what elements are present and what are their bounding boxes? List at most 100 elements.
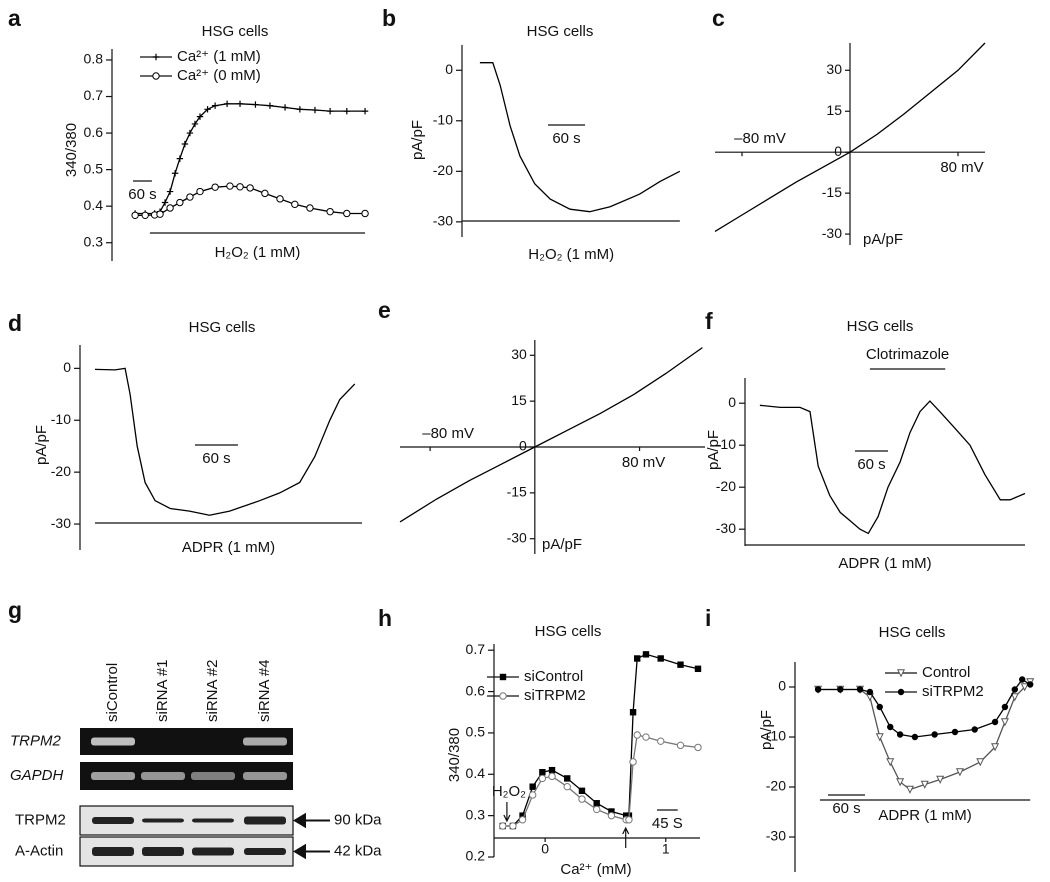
lane-label: siControl <box>104 663 121 722</box>
marker <box>876 703 883 711</box>
x-tick-label: 80 mV <box>940 159 983 176</box>
lane-label: siRNA #2 <box>204 659 221 722</box>
marker <box>171 170 179 177</box>
stimulus-label: ADPR (1 mM) <box>878 807 971 824</box>
panel-letter: g <box>8 597 22 623</box>
y-tick-label: 30 <box>826 61 842 77</box>
panel-letter: c <box>712 5 725 31</box>
marker <box>837 686 844 693</box>
gel-band <box>91 772 135 780</box>
y-tick-label: 15 <box>826 102 842 118</box>
marker <box>539 769 546 776</box>
marker <box>131 211 139 220</box>
y-tick-label: 0.7 <box>466 641 486 657</box>
marker <box>951 728 959 736</box>
y-axis-label: pA/pF <box>33 425 50 465</box>
chart-title: HSG cells <box>527 23 594 40</box>
panel-letter: i <box>705 605 711 631</box>
marker <box>361 209 369 218</box>
stimulus-label: ADPR (1 mM) <box>838 555 931 572</box>
y-axis-label: 340/380 <box>446 728 463 782</box>
blot-band <box>244 848 286 855</box>
y-tick-label: 0.6 <box>466 682 486 698</box>
marker <box>955 768 964 777</box>
condition-label: 1 <box>662 841 670 857</box>
blot-band <box>92 817 134 824</box>
marker <box>593 800 600 807</box>
marker <box>211 183 219 191</box>
y-tick-label: 0 <box>445 61 453 77</box>
marker <box>266 102 274 109</box>
marker <box>152 72 160 80</box>
marker <box>176 155 184 162</box>
marker <box>633 731 641 739</box>
marker <box>196 113 204 120</box>
y-tick-label: 0.2 <box>466 848 486 864</box>
marker <box>608 808 615 815</box>
blot-band <box>142 818 184 823</box>
marker <box>261 189 269 198</box>
y-tick-label: -20 <box>51 463 71 479</box>
y-tick-label: -30 <box>51 515 71 531</box>
legend-label: Control <box>922 664 970 681</box>
y-axis-label: pA/pF <box>705 430 722 470</box>
gel-band <box>141 772 185 780</box>
arrow-label: H₂O₂ <box>492 783 526 800</box>
y-tick-label: -30 <box>433 213 453 229</box>
marker <box>152 53 160 61</box>
marker <box>592 805 601 814</box>
marker <box>634 655 641 662</box>
marker <box>236 100 244 108</box>
chart-title: HSG cells <box>202 23 269 40</box>
marker <box>897 688 905 696</box>
marker <box>156 210 164 218</box>
marker <box>518 816 527 824</box>
marker <box>578 795 586 803</box>
marker <box>326 107 334 115</box>
y-tick-label: 0 <box>63 359 71 375</box>
y-axis-label: pA/pF <box>542 536 582 553</box>
y-tick-label: -20 <box>433 162 453 178</box>
row-label: TRPM2 <box>10 732 61 749</box>
legend-label: siTRPM2 <box>922 683 984 700</box>
marker <box>814 686 822 693</box>
y-tick-label: 0 <box>778 678 786 694</box>
legend-label: siControl <box>524 668 583 685</box>
marker <box>866 688 874 696</box>
y-tick-label: 0 <box>834 143 842 159</box>
y-tick-label: -15 <box>507 484 527 500</box>
marker <box>991 743 1000 752</box>
marker <box>578 787 586 795</box>
marker <box>226 182 234 190</box>
condition-label: 0 <box>541 841 549 857</box>
series-line <box>759 400 1026 535</box>
marker <box>1019 676 1026 683</box>
marker <box>291 200 299 209</box>
marker <box>252 101 259 108</box>
marker <box>236 183 244 191</box>
marker <box>166 188 174 195</box>
marker <box>326 207 334 216</box>
marker <box>657 737 665 745</box>
size-arrow <box>293 843 330 860</box>
marker <box>1001 703 1009 711</box>
legend-label: siTRPM2 <box>524 687 586 704</box>
y-tick-label: 0.7 <box>84 87 104 103</box>
marker <box>161 199 169 206</box>
marker <box>296 106 304 113</box>
marker <box>528 791 537 799</box>
marker <box>196 187 204 196</box>
row-label: TRPM2 <box>15 811 66 828</box>
x-axis-label: Ca²⁺ (mM) <box>560 861 631 878</box>
marker <box>141 211 149 220</box>
y-axis-label: pA/pF <box>758 710 775 750</box>
stimulus-label: H₂O₂ (1 mM) <box>215 244 301 261</box>
row-label: A-Actin <box>15 842 63 859</box>
chart-title: HSG cells <box>535 623 602 640</box>
y-tick-label: 0.6 <box>84 124 104 140</box>
panel-letter: f <box>705 308 713 334</box>
scale-bar-label: 45 S <box>652 815 683 832</box>
y-tick-label: 15 <box>511 392 527 408</box>
marker <box>976 758 985 767</box>
y-tick-label: 0.3 <box>84 233 104 249</box>
